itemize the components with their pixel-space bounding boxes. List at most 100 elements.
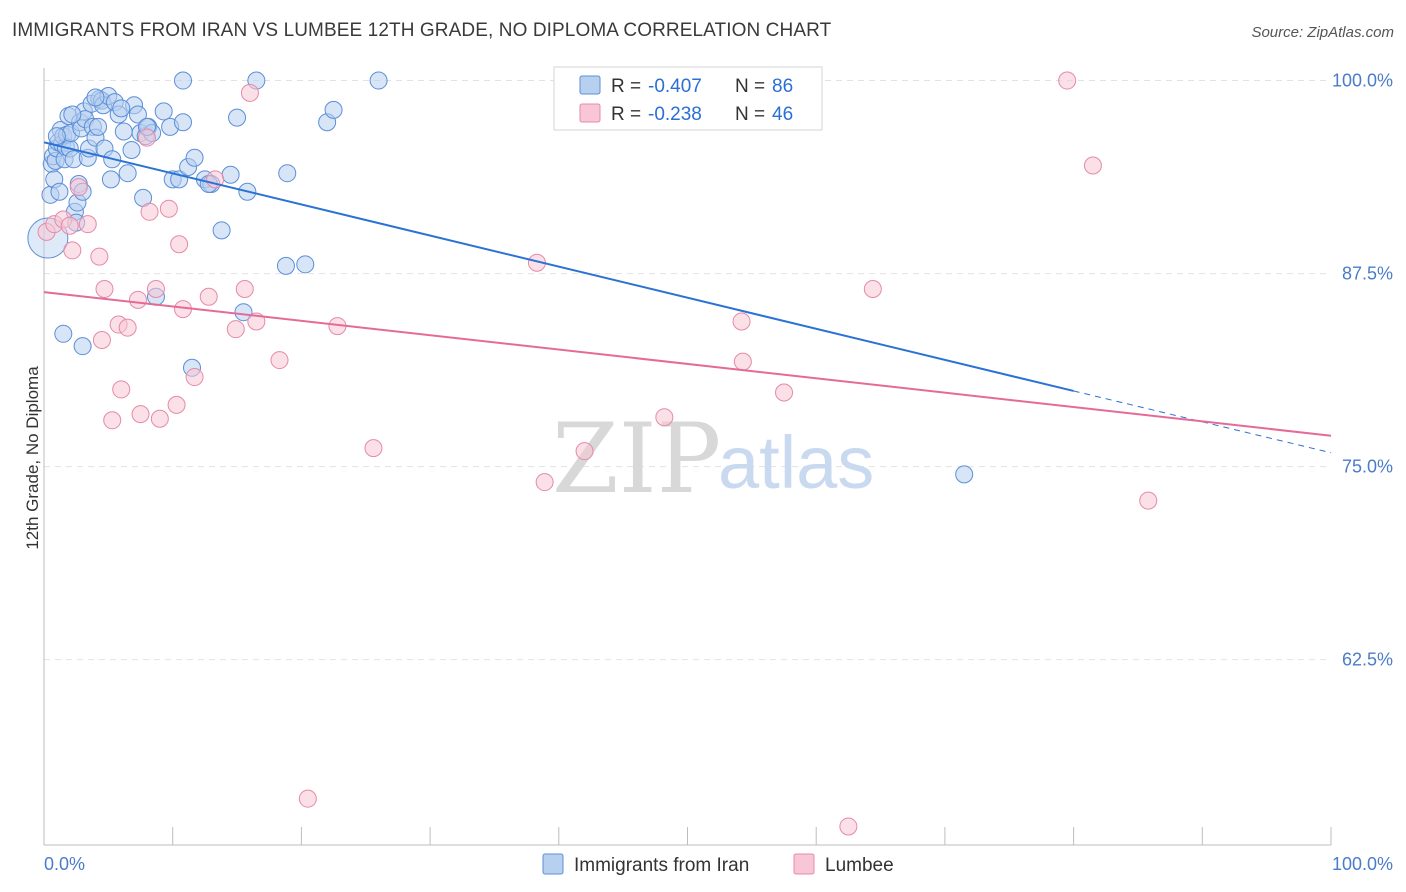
lumbee-point-46 <box>1139 491 1158 510</box>
lumbee-point-17 <box>140 202 159 221</box>
iran-point-42 <box>114 122 133 141</box>
lumbee-point-45 <box>1083 156 1102 175</box>
axes <box>43 68 1332 846</box>
lumbee-point-37 <box>575 442 594 461</box>
legend-lumbee-n-value: 46 <box>772 104 793 125</box>
lumbee-point-3 <box>60 216 79 235</box>
lumbee-point-19 <box>150 409 169 428</box>
lumbee-point-40 <box>733 352 752 371</box>
lumbee-point-43 <box>863 280 882 299</box>
x-tick-labels: 0.0% 100.0% <box>44 854 1393 874</box>
y-tick-label-2: 87.5% <box>1342 264 1393 284</box>
trend-lines <box>43 141 1332 454</box>
iran-point-79 <box>86 88 105 107</box>
iran-point-46 <box>128 105 147 124</box>
lumbee-point-27 <box>226 320 245 339</box>
lumbee-point-8 <box>92 330 111 349</box>
lumbee-point-36 <box>535 473 554 492</box>
iran-point-8 <box>50 182 69 201</box>
lumbee-point-22 <box>170 235 189 254</box>
iran-point-68 <box>278 164 297 183</box>
watermark-zip: ZIP <box>552 403 721 515</box>
iran-point-53 <box>154 102 173 121</box>
bottom-legend-iran-swatch <box>542 853 564 875</box>
legend-iran-r-value: -0.407 <box>648 76 702 97</box>
lumbee-point-24 <box>185 368 204 387</box>
lumbee-point-15 <box>131 405 150 424</box>
legend-iran-n-label: N = <box>735 76 765 97</box>
lumbee-point-32 <box>298 789 317 808</box>
y-tick-labels: 62.5% 75.0% 87.5% 100.0% <box>1332 71 1393 670</box>
lumbee-point-29 <box>240 83 259 102</box>
lumbee-point-7 <box>90 247 109 266</box>
lumbee-point-16 <box>137 128 156 147</box>
iran-point-71 <box>324 100 343 119</box>
chart-title: IMMIGRANTS FROM IRAN VS LUMBEE 12TH GRAD… <box>12 20 832 41</box>
lumbee-point-25 <box>199 287 218 306</box>
lumbee-point-39 <box>732 312 751 331</box>
y-tick-label-1: 75.0% <box>1342 457 1393 477</box>
lumbee-point-12 <box>112 380 131 399</box>
trend-line-iran <box>43 141 1074 392</box>
iran-point-44 <box>122 141 141 160</box>
legend-iran-swatch <box>579 75 601 95</box>
bottom-legend-lumbee-swatch <box>793 853 815 875</box>
iran-point-72 <box>369 71 388 90</box>
watermark: ZIP atlas <box>552 403 874 515</box>
lumbee-point-13 <box>118 318 137 337</box>
iran-point-57 <box>173 113 192 132</box>
source-label: Source: ZipAtlas.com <box>1251 24 1394 41</box>
iran-point-64 <box>228 108 247 127</box>
iran-point-62 <box>212 221 231 240</box>
x-tick-label-0: 0.0% <box>44 854 85 874</box>
lumbee-point-14 <box>128 290 147 309</box>
legend-iran-r-label: R = <box>611 76 641 97</box>
iran-point-43 <box>118 164 137 183</box>
iran-point-69 <box>296 255 315 274</box>
iran-point-81 <box>112 99 131 118</box>
iran-point-73 <box>173 71 192 90</box>
x-tick-label-1: 100.0% <box>1332 854 1393 874</box>
lumbee-point-38 <box>655 408 674 427</box>
iran-point-33 <box>89 117 108 136</box>
legend-lumbee-r-label: R = <box>611 104 641 125</box>
lumbee-point-4 <box>63 241 82 260</box>
lumbee-point-20 <box>159 199 178 218</box>
watermark-atlas: atlas <box>718 421 874 504</box>
lumbee-point-31 <box>270 351 289 370</box>
lumbee-point-6 <box>78 215 97 234</box>
iran-point-59 <box>185 148 204 167</box>
lumbee-point-41 <box>775 383 794 402</box>
iran-point-77 <box>234 303 253 322</box>
iran-point-85 <box>47 127 66 146</box>
bottom-legend-lumbee-label: Lumbee <box>825 855 894 876</box>
lumbee-point-9 <box>95 280 114 299</box>
y-tick-label-3: 100.0% <box>1332 71 1393 91</box>
legend-lumbee-swatch <box>579 103 601 123</box>
lumbee-point-5 <box>69 178 88 197</box>
bottom-legend-iran-label: Immigrants from Iran <box>574 855 749 876</box>
iran-point-39 <box>101 170 120 189</box>
lumbee-point-42 <box>839 817 858 836</box>
iran-point-84 <box>63 105 82 124</box>
iran-point-67 <box>276 256 295 275</box>
legend-lumbee-n-label: N = <box>735 104 765 125</box>
iran-point-63 <box>221 165 240 184</box>
y-tick-label-0: 62.5% <box>1342 650 1393 670</box>
lumbee-point-44 <box>1058 71 1077 90</box>
legend-lumbee-r-value: -0.238 <box>648 104 702 125</box>
iran-point-74 <box>54 324 73 343</box>
bottom-legend: Immigrants from Iran Lumbee <box>542 853 894 876</box>
grid-lines <box>44 80 1331 661</box>
y-axis-label: 12th Grade, No Diploma <box>23 366 42 550</box>
lumbee-point-34 <box>364 439 383 458</box>
legend-box: R = -0.407 N = 86 R = -0.238 N = 46 <box>553 66 823 131</box>
lumbee-point-21 <box>167 395 186 414</box>
series-lumbee-points <box>37 71 1158 836</box>
trend-line-lumbee <box>43 291 1332 437</box>
lumbee-point-28 <box>235 280 254 299</box>
lumbee-point-10 <box>103 411 122 430</box>
iran-point-82 <box>955 465 974 484</box>
lumbee-point-18 <box>146 280 165 299</box>
